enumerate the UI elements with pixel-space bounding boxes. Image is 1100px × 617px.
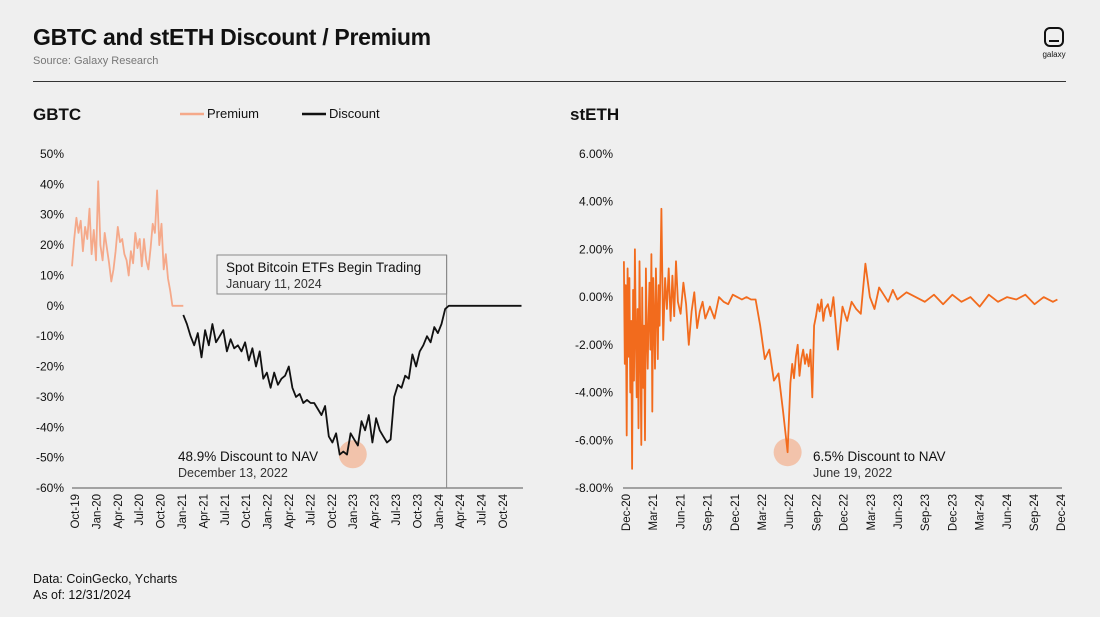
x-tick-label: Oct-21 (241, 494, 253, 529)
chart-title: GBTC (33, 105, 81, 124)
x-tick-label: Dec-24 (1056, 493, 1068, 531)
x-tick-label: Dec-20 (621, 494, 633, 531)
y-tick-label: 10% (40, 268, 64, 282)
x-tick-label: Jan-21 (177, 494, 189, 529)
x-tick-label: Jul-21 (220, 494, 232, 525)
x-tick-label: Oct-20 (156, 494, 168, 529)
x-tick-label: Sep-24 (1029, 493, 1041, 531)
y-tick-label: -60% (36, 481, 64, 495)
x-tick-label: Mar-22 (757, 494, 769, 530)
x-tick-label: Jan-22 (263, 494, 275, 529)
y-tick-label: -6.00% (575, 433, 613, 447)
y-tick-label: -8.00% (575, 481, 613, 495)
x-tick-label: Apr-20 (113, 494, 125, 529)
series-line-discount (182, 304, 522, 456)
y-tick-label: 40% (40, 177, 64, 191)
x-tick-label: Sep-22 (811, 494, 823, 531)
footer: Data: CoinGecko, Ycharts As of: 12/31/20… (33, 571, 177, 603)
y-tick-label: -40% (36, 420, 64, 434)
legend-label: Premium (207, 106, 259, 121)
x-tick-label: Sep-21 (703, 494, 715, 531)
y-tick-label: 50% (40, 147, 64, 161)
galaxy-logo: galaxy (1040, 27, 1068, 59)
x-tick-label: Mar-21 (648, 494, 660, 530)
discount-annotation-date: June 19, 2022 (813, 466, 892, 480)
y-tick-label: -10% (36, 329, 64, 343)
y-tick-label: 6.00% (579, 147, 613, 161)
x-tick-label: Jan-20 (91, 494, 103, 529)
x-tick-label: Dec-22 (839, 494, 851, 531)
x-tick-label: Oct-22 (327, 494, 339, 529)
x-tick-label: Sep-23 (920, 494, 932, 531)
x-tick-label: Oct-23 (412, 494, 424, 529)
y-tick-label: -2.00% (575, 338, 613, 352)
x-tick-label: Jun-24 (1002, 493, 1014, 529)
y-tick-label: 0% (47, 299, 65, 313)
x-tick-label: Jul-23 (391, 494, 403, 525)
y-tick-label: 4.00% (579, 195, 613, 209)
data-source-note: Data: CoinGecko, Ycharts (33, 572, 178, 586)
x-tick-label: Oct-19 (70, 494, 82, 529)
x-tick-label: Jan-24 (434, 493, 446, 529)
chart-title: stETH (570, 105, 619, 124)
series-line-premium (71, 180, 184, 307)
x-tick-label: Jul-22 (305, 494, 317, 525)
x-tick-label: Apr-21 (198, 494, 210, 529)
x-tick-label: Jun-21 (675, 494, 687, 529)
x-tick-label: Jan-23 (348, 494, 360, 529)
x-tick-label: Dec-23 (947, 494, 959, 531)
y-tick-label: 30% (40, 208, 64, 222)
galaxy-logo-icon (1044, 27, 1064, 47)
discount-marker (338, 440, 367, 469)
y-tick-label: -50% (36, 451, 64, 465)
legend-label: Discount (329, 106, 380, 121)
y-tick-label: -30% (36, 390, 64, 404)
x-tick-label: Apr-24 (455, 493, 467, 528)
etf-annotation-title: Spot Bitcoin ETFs Begin Trading (226, 260, 421, 275)
etf-annotation-box (216, 254, 448, 295)
x-tick-label: Jun-22 (784, 494, 796, 529)
page-title: GBTC and stETH Discount / Premium (33, 24, 431, 50)
header-divider (33, 81, 1066, 82)
steth-chart: stETH 6.00% 4.00% 2.00% 0.00% -2.00% -4.00% -6.… (570, 105, 1068, 531)
x-tick-label: Apr-23 (370, 494, 382, 529)
discount-annotation-date: December 13, 2022 (178, 466, 288, 480)
series-line-steth (623, 207, 1058, 470)
y-tick-label: -20% (36, 360, 64, 374)
source-note: Source: Galaxy Research (33, 55, 159, 67)
x-tick-label: Dec-21 (730, 494, 742, 531)
x-tick-label: Jun-23 (893, 494, 905, 529)
x-tick-label: Apr-22 (284, 494, 296, 529)
x-tick-label: Mar-23 (866, 494, 878, 530)
x-tick-label: Jul-20 (134, 494, 146, 525)
x-tick-label: Jul-24 (477, 493, 489, 525)
discount-annotation-title: 6.5% Discount to NAV (813, 449, 946, 464)
x-tick-label: Oct-24 (498, 493, 510, 528)
x-tick-label: Mar-24 (975, 493, 987, 530)
etf-annotation-date: January 11, 2024 (226, 277, 322, 291)
y-tick-label: 20% (40, 238, 64, 252)
gbtc-chart: GBTC 50% 40% 30% 20% 10% 0% -10% -20% -30% -40% -50… (33, 105, 523, 529)
y-tick-label: 0.00% (579, 290, 613, 304)
discount-annotation-title: 48.9% Discount to NAV (178, 449, 318, 464)
as-of-date: As of: 12/31/2024 (33, 588, 131, 602)
y-tick-label: -4.00% (575, 386, 613, 400)
logo-label: galaxy (1042, 50, 1066, 59)
y-tick-label: 2.00% (579, 242, 613, 256)
